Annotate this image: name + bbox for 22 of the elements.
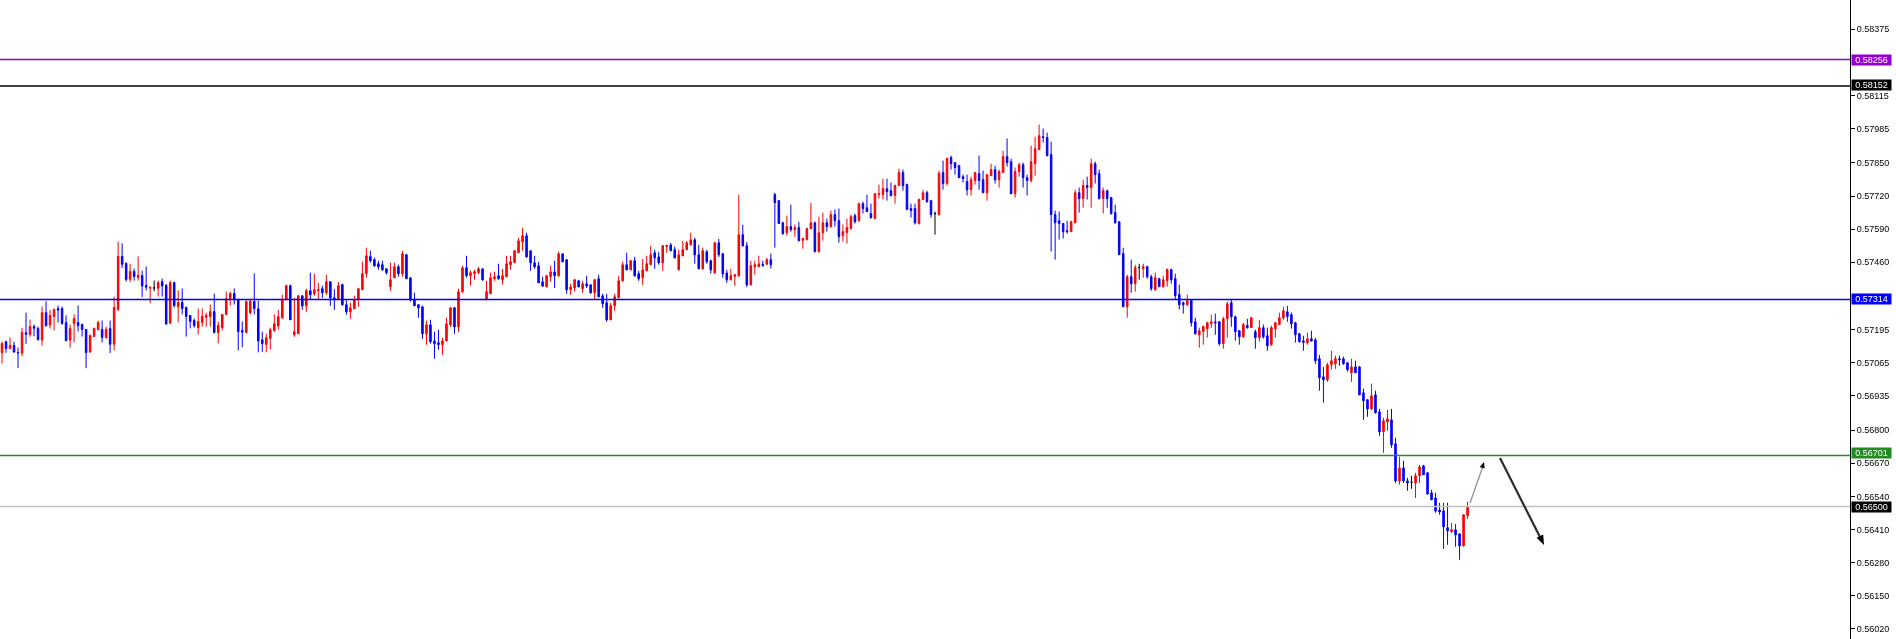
y-tick-label: 0.57460 — [1856, 257, 1890, 268]
ref-line-label: 0.58152 — [1855, 80, 1888, 90]
ref-line-label: 0.56500 — [1855, 502, 1888, 512]
ref-line-label: 0.56701 — [1855, 448, 1888, 458]
y-tick-label: 0.57850 — [1856, 158, 1890, 169]
y-tick-label: 0.56800 — [1856, 425, 1890, 436]
y-tick-label: 0.57985 — [1856, 123, 1890, 134]
y-tick-label: 0.56150 — [1856, 590, 1890, 601]
y-tick-label: 0.56670 — [1856, 458, 1890, 469]
y-tick-label: 0.56935 — [1856, 391, 1890, 402]
y-tick-label: 0.57590 — [1856, 224, 1890, 235]
y-tick-label: 0.58375 — [1856, 24, 1890, 35]
y-tick-label: 0.57720 — [1856, 191, 1890, 202]
y-tick-label: 0.56410 — [1856, 524, 1890, 535]
y-tick-label: 0.56020 — [1856, 623, 1890, 634]
ref-line-label: 0.57314 — [1855, 294, 1888, 304]
y-tick-label: 0.57195 — [1856, 324, 1890, 335]
y-tick-label: 0.57065 — [1856, 357, 1890, 368]
y-tick-label: 0.56280 — [1856, 557, 1890, 568]
y-tick-label: 0.58115 — [1856, 90, 1889, 101]
ref-line-label: 0.58256 — [1855, 55, 1888, 65]
y-tick-label: 0.56540 — [1856, 491, 1890, 502]
